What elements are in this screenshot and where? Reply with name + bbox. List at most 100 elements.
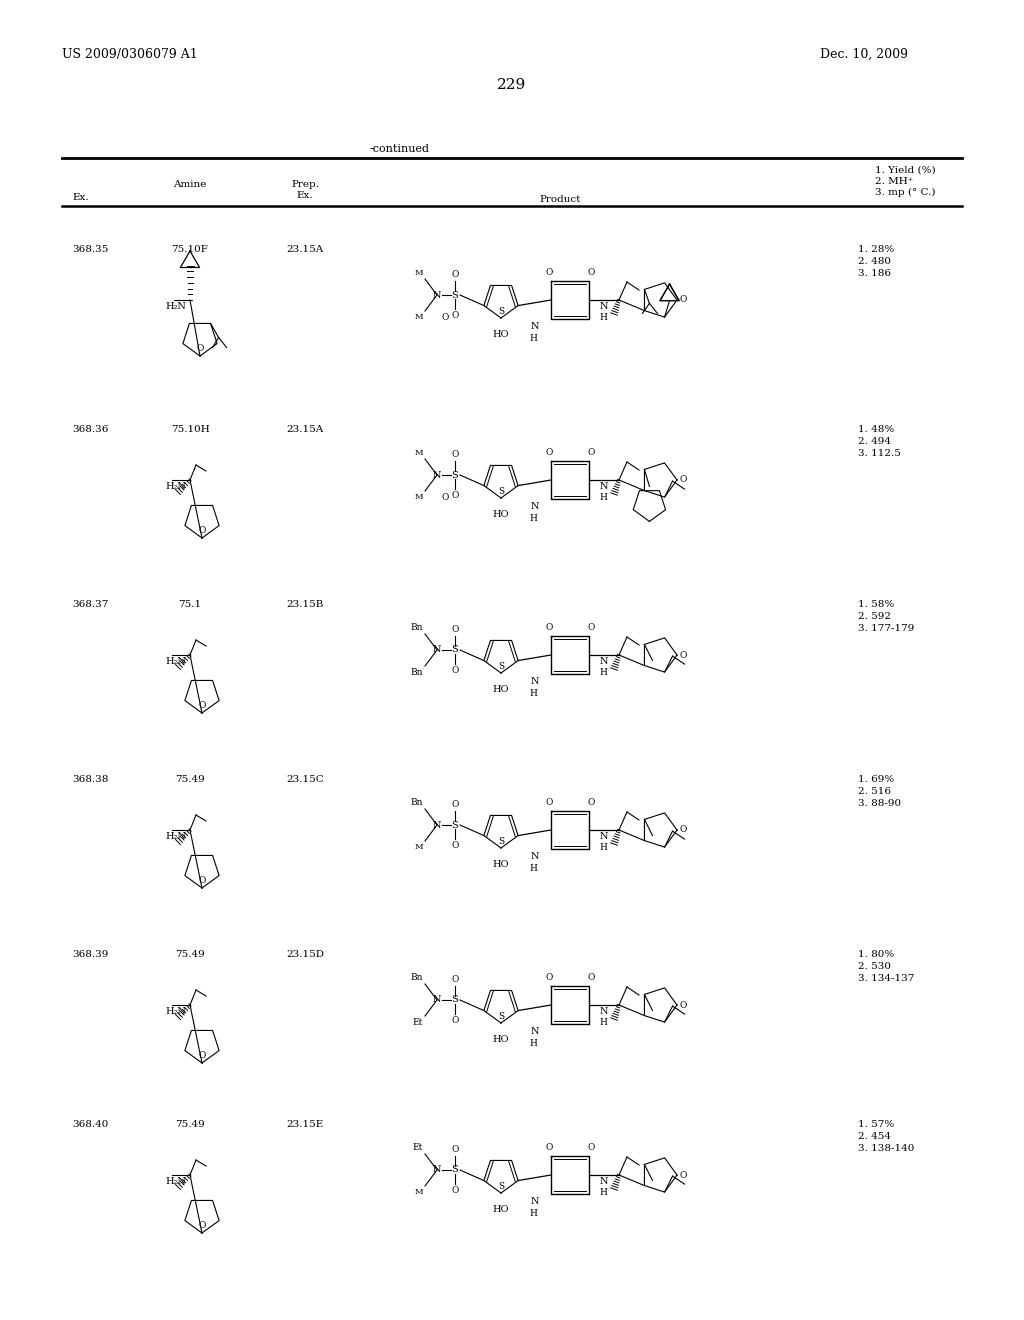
Text: 1. 80%: 1. 80%: [858, 950, 894, 960]
Text: 2. 480: 2. 480: [858, 257, 891, 267]
Text: 75.10H: 75.10H: [171, 425, 209, 434]
Text: O: O: [199, 1051, 206, 1060]
Text: O: O: [588, 447, 595, 457]
Text: H₂N: H₂N: [165, 832, 186, 841]
Text: HO: HO: [493, 330, 509, 339]
Text: Bn: Bn: [411, 623, 423, 632]
Text: 368.37: 368.37: [72, 601, 109, 609]
Text: HO: HO: [493, 1205, 509, 1214]
Text: 1. Yield (%): 1. Yield (%): [874, 166, 936, 176]
Text: 3. mp (° C.): 3. mp (° C.): [874, 187, 936, 197]
Text: Prep.: Prep.: [291, 180, 319, 189]
Text: H₂N: H₂N: [165, 302, 186, 312]
Text: 3. 138-140: 3. 138-140: [858, 1144, 914, 1152]
Text: N: N: [600, 302, 608, 312]
Text: 3. 88-90: 3. 88-90: [858, 799, 901, 808]
Text: O: O: [546, 799, 553, 807]
Text: H: H: [529, 1209, 538, 1218]
Text: O: O: [546, 973, 553, 982]
Text: O: O: [546, 623, 553, 632]
Text: US 2009/0306079 A1: US 2009/0306079 A1: [62, 48, 198, 61]
Text: H: H: [599, 843, 607, 851]
Text: 1. 58%: 1. 58%: [858, 601, 894, 609]
Text: S: S: [452, 1166, 459, 1175]
Text: H: H: [529, 334, 538, 343]
Text: O: O: [546, 1143, 553, 1152]
Text: 75.49: 75.49: [175, 775, 205, 784]
Text: H₂N: H₂N: [165, 1177, 186, 1185]
Text: N: N: [600, 482, 608, 491]
Text: O: O: [452, 312, 459, 319]
Text: H: H: [599, 492, 607, 502]
Text: O: O: [452, 624, 459, 634]
Text: O: O: [679, 475, 686, 484]
Text: S: S: [498, 1181, 504, 1191]
Text: O: O: [452, 975, 459, 983]
Text: M: M: [415, 1188, 423, 1196]
Text: N: N: [530, 322, 539, 331]
Text: O: O: [452, 841, 459, 850]
Text: Bn: Bn: [411, 799, 423, 807]
Text: 2. 592: 2. 592: [858, 612, 891, 620]
Text: Ex.: Ex.: [297, 191, 313, 201]
Text: O: O: [679, 1171, 686, 1180]
Text: H: H: [599, 313, 607, 322]
Text: S: S: [452, 470, 459, 479]
Text: O: O: [452, 1185, 459, 1195]
Text: 23.15A: 23.15A: [287, 246, 324, 253]
Text: M: M: [415, 449, 423, 457]
Text: -continued: -continued: [370, 144, 430, 154]
Text: N: N: [530, 1027, 539, 1036]
Text: M: M: [415, 843, 423, 851]
Text: N: N: [530, 1197, 539, 1206]
Text: 75.49: 75.49: [175, 950, 205, 960]
Text: N: N: [530, 677, 539, 686]
Text: N: N: [433, 995, 441, 1005]
Text: M: M: [415, 269, 423, 277]
Text: O: O: [588, 268, 595, 277]
Text: N: N: [433, 821, 441, 829]
Text: O: O: [199, 876, 206, 884]
Text: 23.15C: 23.15C: [286, 775, 324, 784]
Text: 368.35: 368.35: [72, 246, 109, 253]
Text: O: O: [679, 651, 686, 660]
Text: 75.1: 75.1: [178, 601, 202, 609]
Text: 75.49: 75.49: [175, 1119, 205, 1129]
Text: Bn: Bn: [411, 973, 423, 982]
Text: 368.36: 368.36: [72, 425, 109, 434]
Text: 368.38: 368.38: [72, 775, 109, 784]
Text: O: O: [679, 825, 686, 834]
Text: S: S: [498, 663, 504, 671]
Text: H: H: [529, 1039, 538, 1048]
Text: N: N: [600, 657, 608, 667]
Text: S: S: [452, 995, 459, 1005]
Text: H₂N: H₂N: [165, 1007, 186, 1016]
Text: N: N: [433, 290, 441, 300]
Text: HO: HO: [493, 510, 509, 519]
Text: N: N: [600, 1177, 608, 1185]
Text: 3. 134-137: 3. 134-137: [858, 974, 914, 983]
Text: N: N: [433, 470, 441, 479]
Text: O: O: [546, 447, 553, 457]
Text: O: O: [441, 313, 449, 322]
Text: Amine: Amine: [173, 180, 207, 189]
Text: 23.15B: 23.15B: [287, 601, 324, 609]
Text: O: O: [452, 271, 459, 279]
Text: S: S: [498, 308, 504, 315]
Text: 1. 69%: 1. 69%: [858, 775, 894, 784]
Text: M: M: [415, 492, 423, 502]
Text: Ex.: Ex.: [72, 193, 89, 202]
Text: O: O: [588, 623, 595, 632]
Text: S: S: [452, 821, 459, 829]
Text: H: H: [529, 689, 538, 698]
Text: Dec. 10, 2009: Dec. 10, 2009: [820, 48, 908, 61]
Text: S: S: [498, 487, 504, 496]
Text: S: S: [452, 290, 459, 300]
Text: 2. 530: 2. 530: [858, 962, 891, 972]
Text: H₂N: H₂N: [165, 482, 186, 491]
Text: S: S: [452, 645, 459, 655]
Text: M: M: [415, 313, 423, 321]
Text: 1. 48%: 1. 48%: [858, 425, 894, 434]
Text: O: O: [452, 491, 459, 500]
Text: HO: HO: [493, 685, 509, 694]
